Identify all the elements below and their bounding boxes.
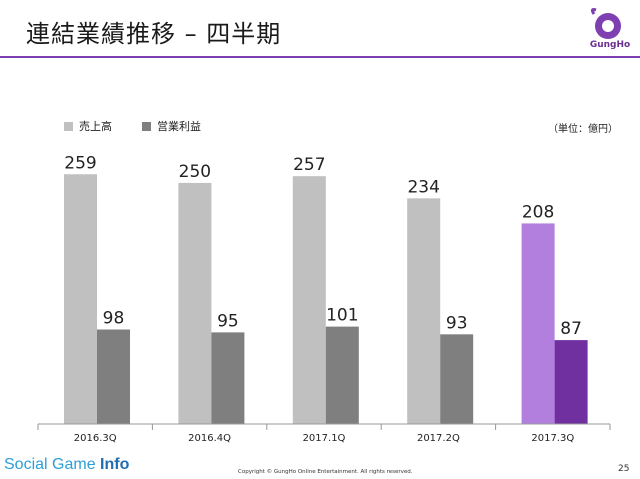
x-tick-label: 2016.3Q [74, 433, 117, 444]
data-label-sales-2016.3Q: 259 [64, 153, 96, 173]
legend-swatch-op-profit [142, 121, 151, 131]
bar-op-profit-2017.2Q [440, 334, 474, 424]
unit-label: （単位：億円） [548, 124, 618, 135]
data-label-sales-2017.1Q: 257 [293, 155, 325, 175]
legend-swatch-sales [64, 121, 73, 131]
x-tick-label: 2017.1Q [303, 433, 346, 444]
data-label-op-profit-2016.4Q: 95 [217, 311, 239, 331]
gungho-logo-icon [590, 8, 621, 39]
bar-sales-2017.1Q [292, 176, 326, 424]
legend-label-sales: 売上高 [79, 120, 112, 133]
x-tick-label: 2016.4Q [188, 433, 231, 444]
data-label-sales-2017.3Q: 208 [522, 202, 554, 222]
x-tick-label: 2017.3Q [531, 433, 574, 444]
title-divider [0, 56, 640, 58]
data-label-op-profit-2017.1Q: 101 [326, 306, 358, 326]
bar-op-profit-2016.3Q [97, 329, 130, 424]
data-label-op-profit-2017.2Q: 93 [446, 313, 468, 333]
bar-op-profit-2017.1Q [325, 326, 359, 424]
data-label-op-profit-2017.3Q: 87 [560, 319, 582, 339]
bar-op-profit-2017.3Q [554, 340, 588, 424]
bar-sales-2017.2Q [407, 198, 441, 424]
bar-op-profit-2016.4Q [211, 332, 245, 424]
x-tick-label: 2017.2Q [417, 433, 460, 444]
bar-sales-2016.3Q [64, 174, 97, 424]
slide-title: 連結業績推移 – 四半期 [26, 20, 282, 48]
data-label-op-profit-2016.3Q: 98 [103, 309, 125, 329]
data-label-sales-2016.4Q: 250 [179, 162, 211, 182]
bar-sales-2016.4Q [178, 182, 212, 424]
bar-sales-2017.3Q [521, 223, 555, 424]
chart-legend: 売上高 営業利益 [64, 118, 201, 134]
logo-text: GungHo [589, 40, 631, 50]
legend-label-op-profit: 営業利益 [157, 120, 201, 133]
page-number: 25 [618, 464, 630, 474]
footer-brand: Social Game Info [4, 456, 130, 473]
copyright-text: Copyright © GungHo Online Entertainment.… [238, 469, 413, 475]
data-label-sales-2017.2Q: 234 [407, 177, 439, 197]
